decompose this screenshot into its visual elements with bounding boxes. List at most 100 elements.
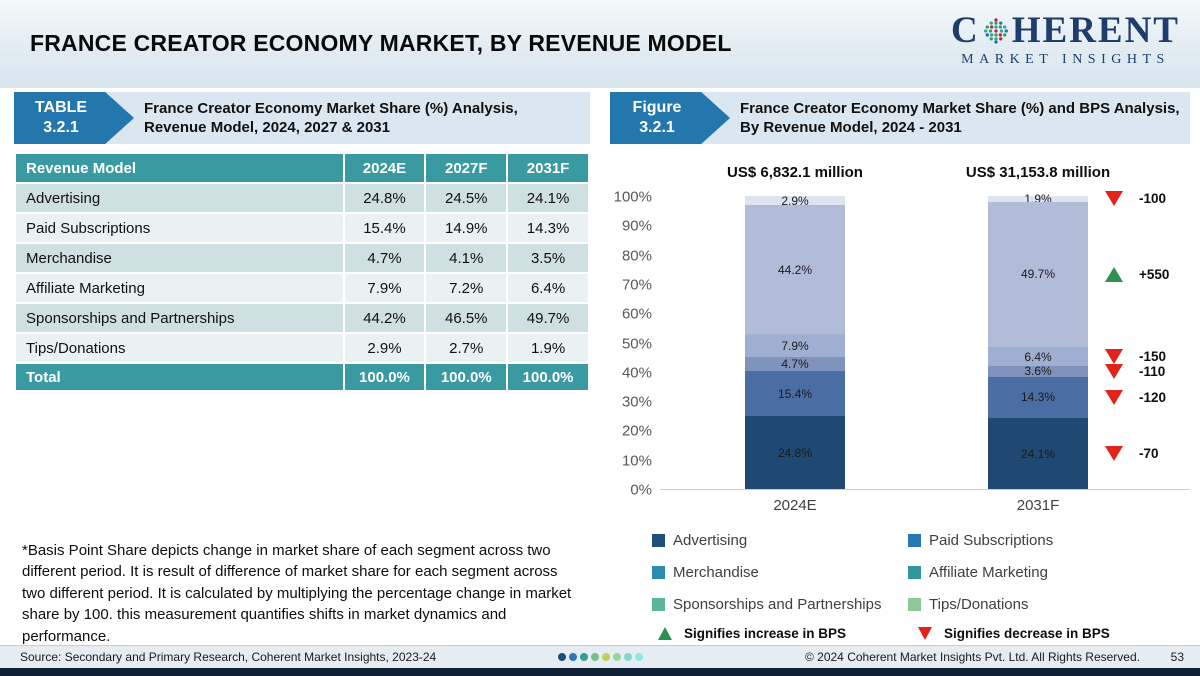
- table-cell: 44.2%: [342, 302, 427, 334]
- y-tick-label: 50%: [621, 335, 652, 352]
- legend-item: Sponsorships and Partnerships: [652, 596, 908, 613]
- bps-down-icon: [1105, 191, 1123, 207]
- y-axis: 100% 90% 80% 70% 60% 50% 40% 30% 20% 10% 0%: [610, 189, 652, 499]
- logo-letters-herent: HERENT: [1011, 10, 1180, 51]
- table-cell: 24.1%: [506, 182, 590, 214]
- legend-item: Advertising: [652, 532, 908, 549]
- logo-subtitle: MARKET INSIGHTS: [961, 52, 1170, 67]
- bps-down-icon: [1105, 363, 1123, 379]
- table-cell: 7.2%: [424, 272, 509, 304]
- legend-swatch-icon: [908, 534, 921, 547]
- table-row: Paid Subscriptions 15.4% 14.9% 14.3%: [14, 212, 590, 244]
- table-badge-line1: TABLE: [34, 99, 88, 116]
- bps-annotation: -150: [1105, 348, 1166, 366]
- bps-up-icon: [1105, 266, 1123, 282]
- y-tick-label: 80%: [621, 247, 652, 265]
- table-cell: 24.5%: [424, 182, 509, 214]
- bps-annotation: -120: [1105, 388, 1166, 406]
- footer-source: Source: Secondary and Primary Research, …: [20, 650, 437, 664]
- bps-annotation: -70: [1105, 445, 1159, 463]
- bps-value: +550: [1139, 266, 1170, 282]
- table-row: Merchandise 4.7% 4.1% 3.5%: [14, 242, 590, 274]
- table-row-label: Merchandise: [14, 242, 345, 274]
- total-label: Total: [14, 362, 345, 392]
- stacked-bar-2024E: 24.8% 15.4% 4.7% 7.9% 44.2% 2.9%: [745, 194, 845, 489]
- bps-increase-legend: Signifies increase in BPS: [658, 626, 846, 641]
- header-bar: FRANCE CREATOR ECONOMY MARKET, BY REVENU…: [0, 0, 1200, 88]
- bar-segment: 44.2%: [745, 204, 845, 335]
- table-row: Sponsorships and Partnerships 44.2% 46.5% 4…: [14, 302, 590, 334]
- bar-segment: 7.9%: [745, 334, 845, 358]
- y-tick-label: 20%: [621, 422, 652, 440]
- table-caption: France Creator Economy Market Share (%) …: [144, 99, 518, 137]
- table-row-label: Advertising: [14, 182, 345, 214]
- table-cell: 6.4%: [506, 272, 590, 304]
- legend-label: Affiliate Marketing: [929, 564, 1048, 581]
- legend-label: Paid Subscriptions: [929, 532, 1054, 549]
- market-table-head: Revenue Model 2024E 2027F 2031F: [14, 152, 590, 184]
- footer-dot-icon: [624, 653, 632, 661]
- page-number: 53: [1170, 650, 1184, 664]
- plot-area: 24.8% 15.4% 4.7% 7.9% 44.2% 2.9% 24.1% 14.3% 3.6…: [660, 191, 1190, 490]
- bps-decrease-legend: Signifies decrease in BPS: [918, 626, 1110, 641]
- bps-down-icon: [1105, 389, 1123, 405]
- legend-swatch-icon: [652, 598, 665, 611]
- bps-value: -110: [1139, 363, 1166, 379]
- footer-dot-icon: [635, 653, 643, 661]
- footer-dot-icon: [613, 653, 621, 661]
- y-tick-label: 90%: [621, 217, 652, 235]
- table-cell: 1.9%: [506, 332, 590, 364]
- logo-letter-c: C: [951, 10, 980, 51]
- legend-label: Merchandise: [673, 564, 759, 581]
- bps-down-icon: [1105, 349, 1123, 365]
- figure-panel: US$ 6,832.1 million US$ 31,153.8 million…: [610, 92, 1190, 645]
- legend-label: Advertising: [673, 532, 748, 549]
- table-cell: 2.9%: [342, 332, 427, 364]
- table-total-row: Total 100.0% 100.0% 100.0%: [14, 362, 590, 392]
- table-column-header: 2024E: [342, 152, 427, 184]
- table-row: Tips/Donations 2.9% 2.7% 1.9%: [14, 332, 590, 364]
- bps-down-icon: [1105, 446, 1123, 462]
- y-tick-label: 60%: [621, 305, 652, 323]
- legend-item: Affiliate Marketing: [908, 564, 1053, 581]
- y-tick-label: 70%: [621, 276, 652, 294]
- footer-dot-icon: [602, 653, 610, 661]
- footer-dot-icon: [580, 653, 588, 661]
- table-cell: 3.5%: [506, 242, 590, 274]
- bar-segment: 4.7%: [745, 357, 845, 371]
- bps-increase-text: Signifies increase in BPS: [684, 626, 847, 641]
- y-tick-label: 10%: [621, 452, 652, 470]
- logo-wordmark: C HERENT: [951, 12, 1180, 49]
- table-cell: 46.5%: [424, 302, 509, 334]
- table-row: Affiliate Marketing 7.9% 7.2% 6.4%: [14, 272, 590, 304]
- figure-badge-line1: Figure: [632, 99, 682, 116]
- table-column-header: 2027F: [424, 152, 509, 184]
- bar-segment: 49.7%: [988, 201, 1088, 348]
- page-title: FRANCE CREATOR ECONOMY MARKET, BY REVENU…: [30, 30, 732, 56]
- footer-bar: Source: Secondary and Primary Research, …: [0, 645, 1200, 668]
- bps-decrease-text: Signifies decrease in BPS: [944, 626, 1110, 641]
- table-cell: 14.9%: [424, 212, 509, 244]
- legend-item: Paid Subscriptions: [908, 532, 1053, 549]
- legend-label: Sponsorships and Partnerships: [673, 596, 882, 613]
- table-cell: 7.9%: [342, 272, 427, 304]
- bar-segment: 6.4%: [988, 347, 1088, 366]
- stacked-bar-2031F: 24.1% 14.3% 3.6% 6.4% 49.7% 1.9%: [988, 192, 1088, 489]
- table-panel: Revenue Model 2024E 2027F 2031F Advertising…: [14, 92, 590, 392]
- bps-value: -150: [1139, 349, 1167, 365]
- bar-segment: 15.4%: [745, 371, 845, 417]
- table-badge: TABLE 3.2.1: [14, 92, 134, 144]
- bar-title-2031: US$ 31,153.8 million: [965, 164, 1111, 181]
- bps-annotation: -100: [1105, 190, 1166, 208]
- bar-segment: 24.8%: [745, 416, 845, 489]
- bar-title-2024: US$ 6,832.1 million: [727, 164, 863, 181]
- bar-segment: 24.1%: [988, 418, 1088, 489]
- bar-segment: 2.9%: [745, 194, 845, 208]
- bar-segment: 14.3%: [988, 376, 1088, 419]
- table-column-header: 2031F: [506, 152, 590, 184]
- legend-swatch-icon: [908, 566, 921, 579]
- legend-item: Merchandise: [652, 564, 908, 581]
- bottom-strip: [0, 668, 1200, 676]
- table-cell: 14.3%: [506, 212, 590, 244]
- table-badge-line2: 3.2.1: [43, 119, 79, 136]
